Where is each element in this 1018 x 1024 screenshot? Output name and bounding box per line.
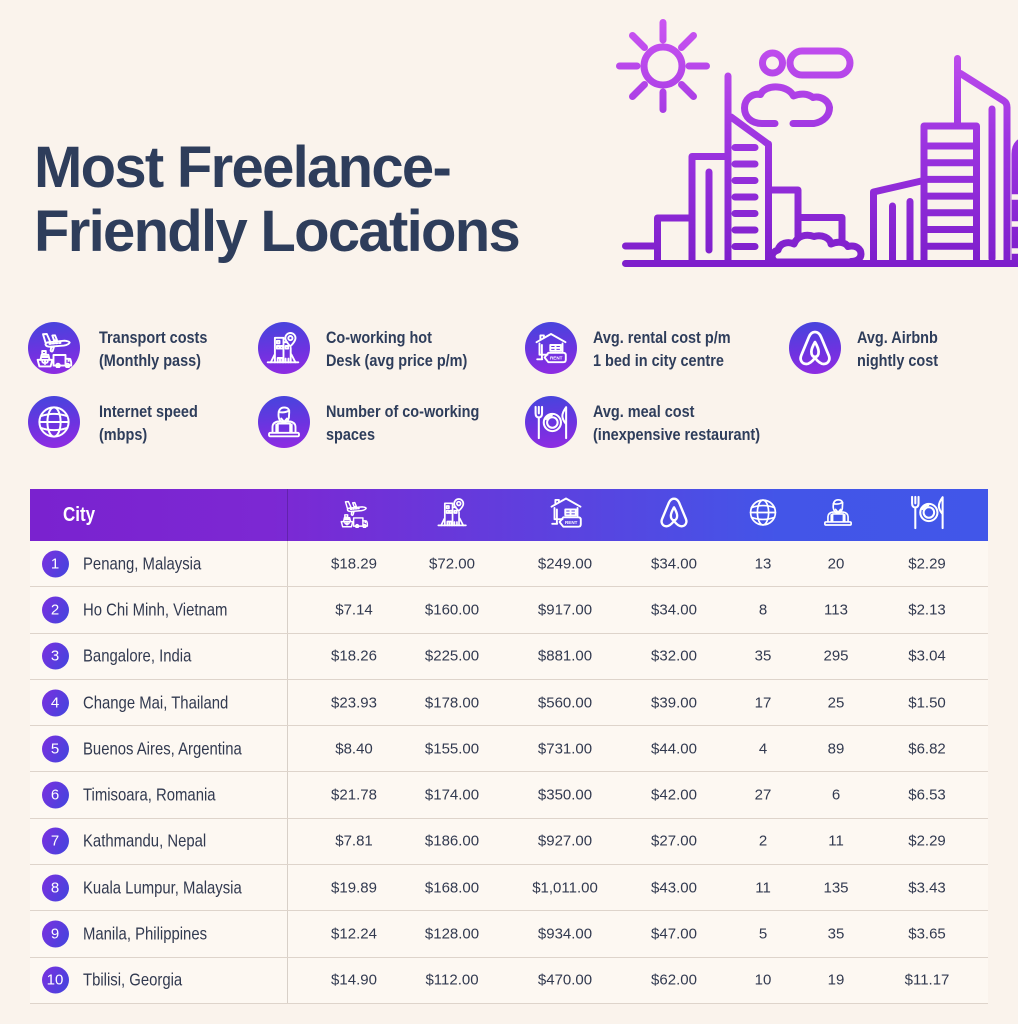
- svg-text:RENT: RENT: [550, 355, 563, 360]
- svg-text:RENT: RENT: [565, 520, 578, 525]
